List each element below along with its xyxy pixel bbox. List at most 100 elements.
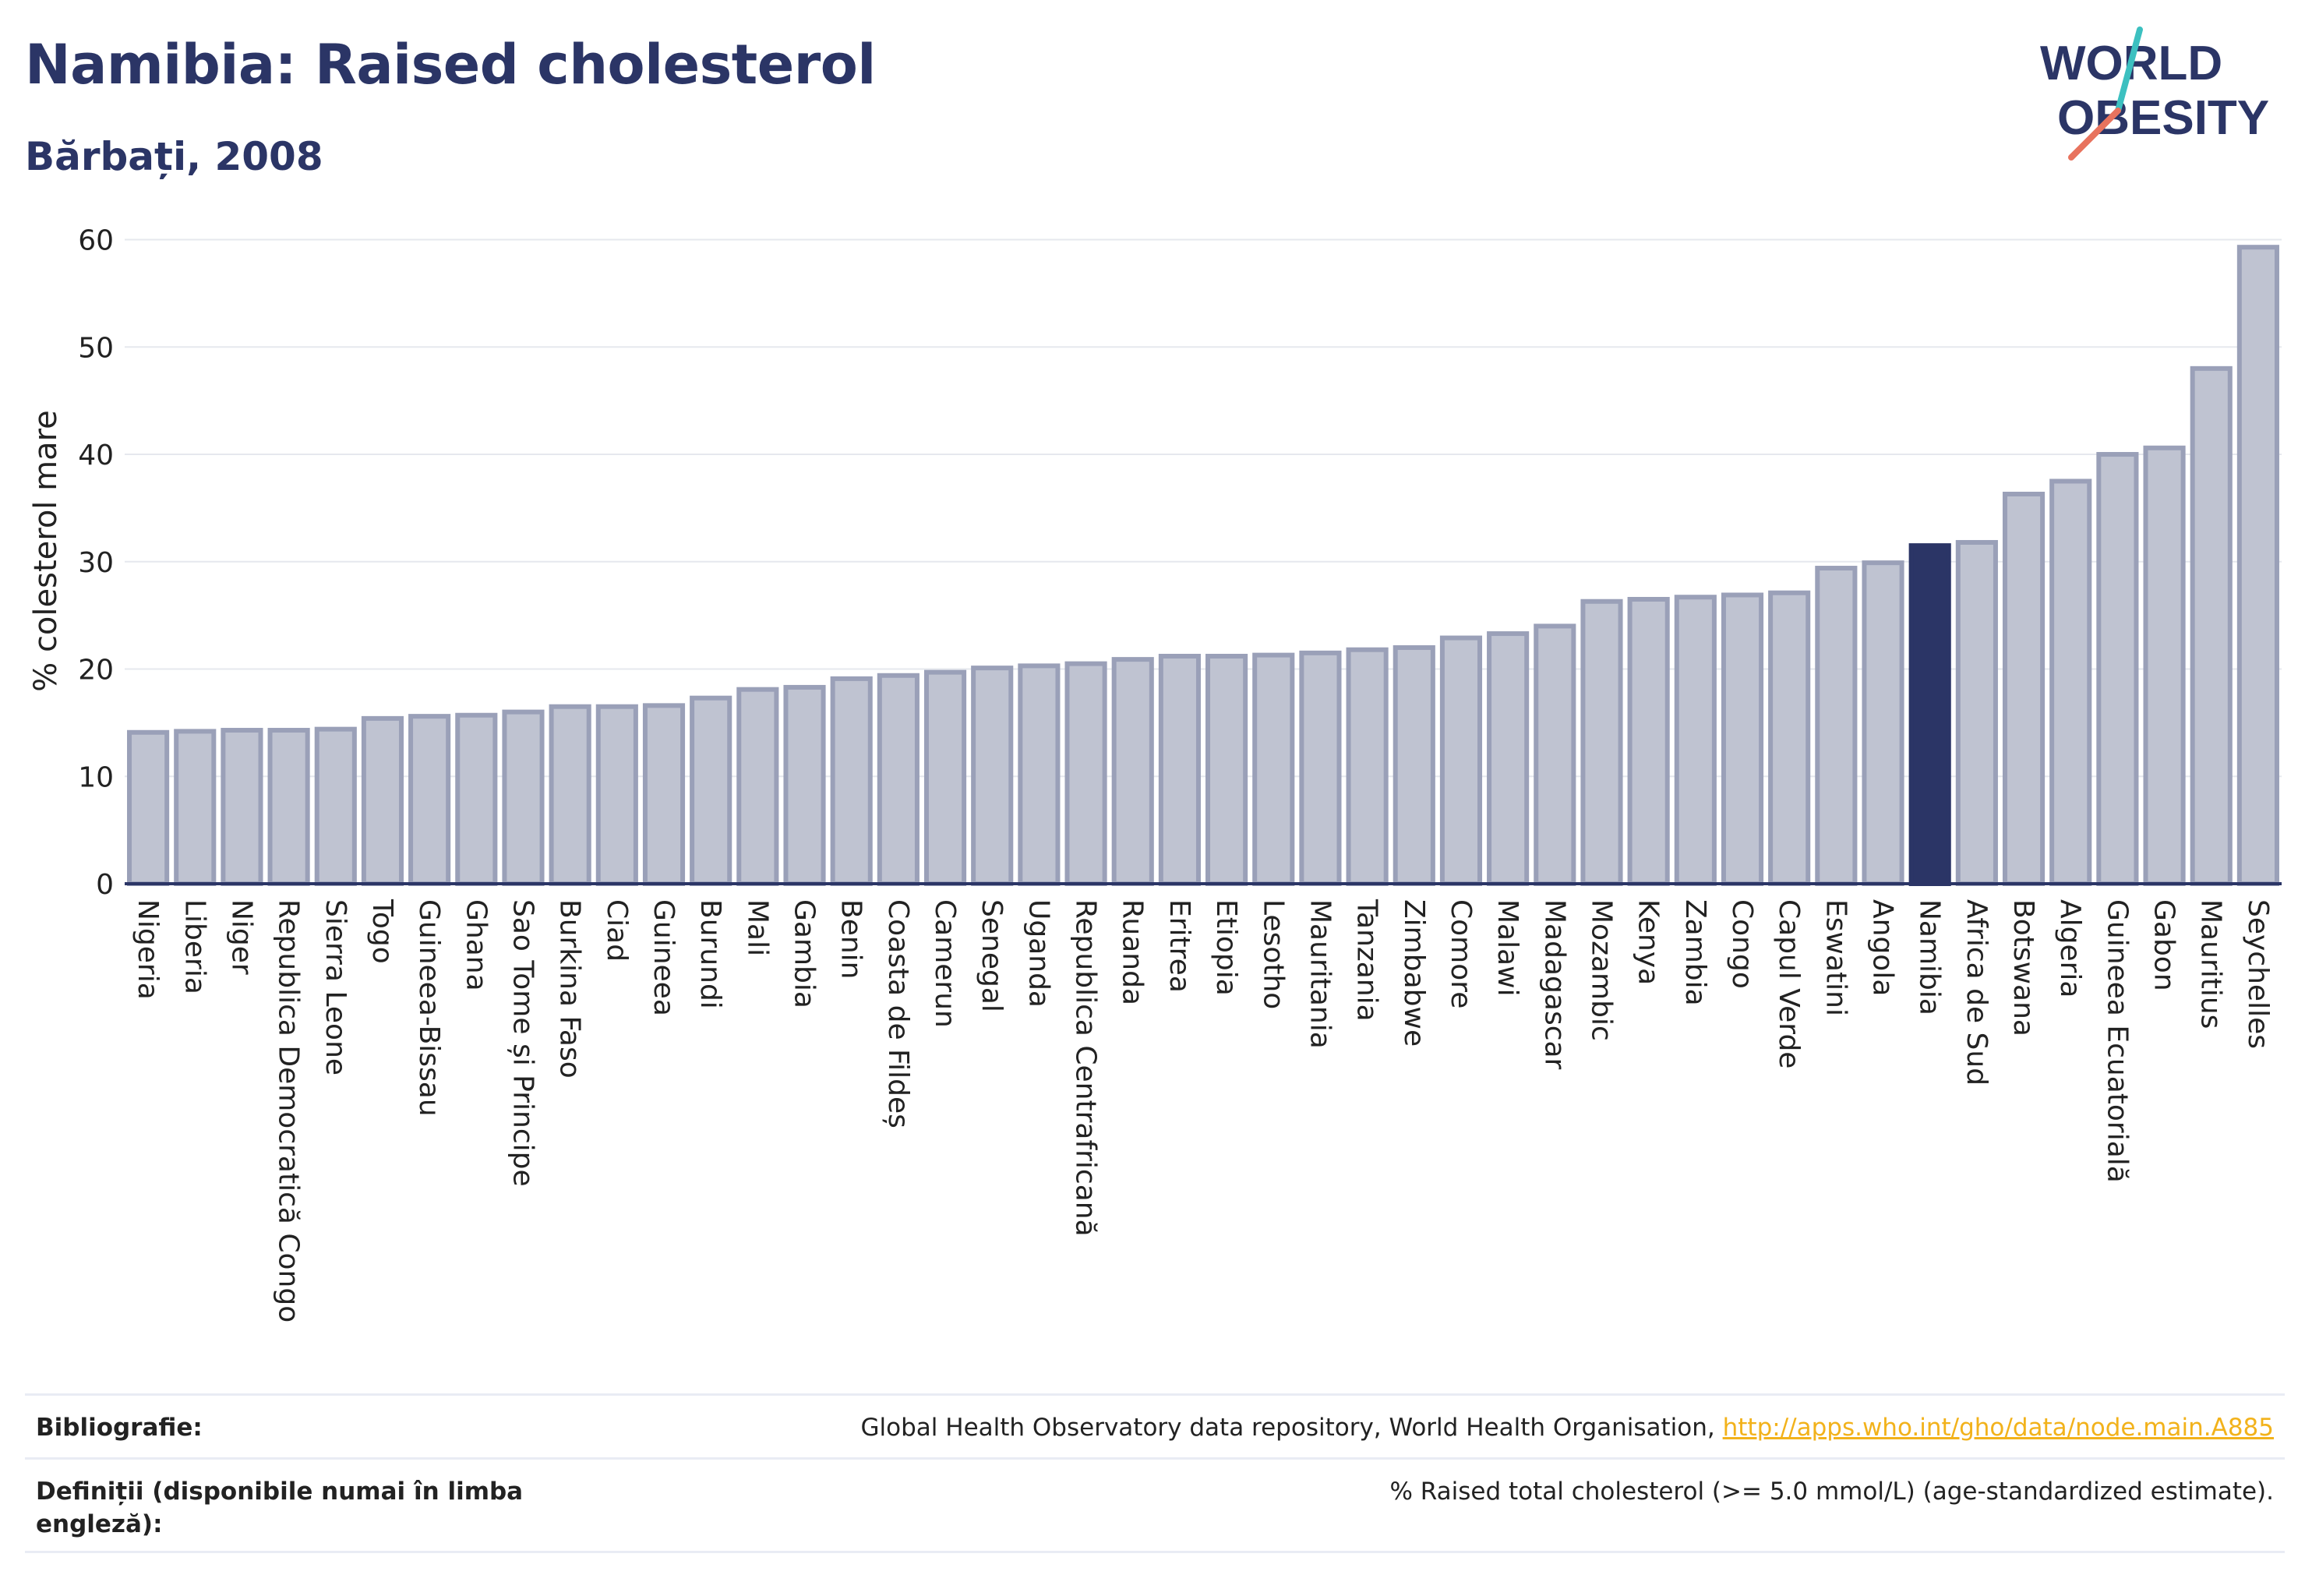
bar-ruanda <box>1111 657 1154 887</box>
bar-ciad <box>595 704 638 887</box>
x-tick-label: Republica Centrafricană <box>1070 899 1102 1237</box>
bar-republica-centrafrican- <box>1064 661 1107 886</box>
x-tick-label: Congo <box>1726 899 1758 989</box>
x-tick-label: Eswatini <box>1820 899 1851 1016</box>
x-tick-label: Senegal <box>976 899 1008 1012</box>
y-tick-label: 20 <box>78 655 114 687</box>
bar-congo <box>1721 592 1764 886</box>
bar-togo <box>361 715 404 887</box>
bar-seychelles <box>2236 245 2279 886</box>
bar-chart: 0 10 20 30 40 50 60 Nigeria Liberia Niger Republi… <box>28 225 2282 1322</box>
y-axis-ticks: 0 10 20 30 40 50 60 <box>78 225 114 901</box>
x-tick-label: Niger <box>225 899 257 975</box>
logo-slash-bottom <box>2068 108 2121 161</box>
bar-camerun <box>923 669 967 886</box>
x-tick-label: Guineea <box>648 899 679 1016</box>
bar-nigeria <box>127 729 170 886</box>
bar-eritrea <box>1158 653 1201 887</box>
definitions-row: Definiții (disponibile numai în limba en… <box>25 1457 2285 1553</box>
x-tick-label: Algeria <box>2054 899 2086 998</box>
y-tick-label: 30 <box>78 547 114 579</box>
x-tick-label: Togo <box>366 899 398 964</box>
bar-benin <box>830 676 873 886</box>
logo-slash-top <box>2115 26 2143 114</box>
bar-gambia <box>783 684 826 886</box>
bar-capul-verde <box>1768 590 1811 886</box>
x-tick-label: Mozambic <box>1585 899 1617 1041</box>
bar-guineea <box>642 703 686 886</box>
world-obesity-logo: WORLD OBESITY <box>2040 26 2269 161</box>
x-tick-label: Sao Tome și Principe <box>507 899 538 1187</box>
x-tick-label: Ciad <box>601 899 633 962</box>
bar-liberia <box>174 729 217 886</box>
x-tick-label: Zambia <box>1679 899 1711 1006</box>
y-tick-label: 0 <box>96 869 114 901</box>
x-axis-ticks: Nigeria Liberia Niger Republica Democratică… <box>132 899 2274 1322</box>
x-tick-label: Uganda <box>1022 899 1054 1008</box>
x-tick-label: Liberia <box>178 899 210 994</box>
x-tick-label: Botswana <box>2007 899 2039 1036</box>
bar-gabon <box>2143 445 2186 886</box>
x-tick-label: Benin <box>835 899 867 979</box>
bar-namibia <box>1908 543 1951 886</box>
x-tick-label: Sierra Leone <box>319 899 351 1075</box>
bar-angola <box>1862 560 1904 886</box>
x-tick-label: Gabon <box>2148 899 2180 991</box>
x-tick-label: Coasta de Fildeș <box>882 899 914 1128</box>
bar-sierra-leone <box>314 726 357 886</box>
bibliography-row: Bibliografie: Global Health Observatory … <box>25 1393 2285 1458</box>
bar-etiopia <box>1205 653 1248 887</box>
x-tick-label: Ruanda <box>1117 899 1149 1005</box>
x-tick-label: Angola <box>1867 899 1899 996</box>
x-tick-label: Ghana <box>460 899 492 991</box>
x-tick-label: Gambia <box>789 899 821 1008</box>
x-tick-label: Namibia <box>1914 899 1946 1015</box>
y-tick-label: 10 <box>78 761 114 793</box>
x-tick-label: Malawi <box>1491 899 1523 997</box>
bibliography-text: Global Health Observatory data repositor… <box>860 1414 1723 1442</box>
x-tick-label: Madagascar <box>1538 899 1570 1070</box>
bar-zimbabwe <box>1393 644 1435 886</box>
chart-title: Namibia: Raised cholesterol <box>25 33 876 97</box>
bar-senegal <box>971 666 1014 887</box>
bars <box>127 245 2279 887</box>
x-tick-label: Nigeria <box>132 899 164 1000</box>
definitions-value: % Raised total cholesterol (>= 5.0 mmol/… <box>1389 1478 2274 1506</box>
y-axis-label: % colesterol mare <box>28 410 64 692</box>
bar-lesotho <box>1252 652 1295 886</box>
bar-tanzania <box>1346 647 1389 886</box>
x-tick-label: Seychelles <box>2242 899 2274 1049</box>
bar-madagascar <box>1534 623 1576 887</box>
bar-burundi <box>690 695 732 887</box>
definitions-label: Definiții (disponibile numai în limba en… <box>36 1478 524 1538</box>
x-tick-label: Burkina Faso <box>554 899 586 1079</box>
x-tick-label: Guineea-Bissau <box>413 899 445 1117</box>
bar-niger <box>221 728 263 887</box>
bar-sao-tome-i-principe <box>502 709 545 887</box>
bar-ghana <box>455 712 498 887</box>
y-tick-label: 60 <box>78 225 114 257</box>
y-tick-label: 50 <box>78 332 114 364</box>
bar-republica-democratic-congo <box>267 728 310 887</box>
x-tick-label: Capul Verde <box>1773 899 1805 1068</box>
x-tick-label: Etiopia <box>1210 899 1242 996</box>
x-tick-label: Comore <box>1445 899 1477 1008</box>
bibliography-link[interactable]: http://apps.who.int/gho/data/node.main.A… <box>1722 1414 2274 1442</box>
bar-mali <box>736 687 779 886</box>
bar-coasta-de-filde- <box>877 673 920 886</box>
x-tick-label: Kenya <box>1633 899 1664 985</box>
x-tick-label: Africa de Sud <box>1961 899 1993 1086</box>
x-tick-label: Camerun <box>929 899 961 1028</box>
bar-malawi <box>1487 631 1530 886</box>
x-tick-label: Burundi <box>694 899 726 1009</box>
chart-subtitle: Bărbați, 2008 <box>25 134 323 179</box>
bibliography-label: Bibliografie: <box>36 1414 203 1442</box>
x-tick-label: Tanzania <box>1351 899 1383 1022</box>
bar-kenya <box>1627 596 1670 887</box>
bar-guineea-ecuatorial- <box>2096 452 2139 886</box>
bar-zambia <box>1674 595 1717 886</box>
x-tick-label: Lesotho <box>1257 899 1289 1009</box>
bar-burkina-faso <box>549 704 591 887</box>
footer-bottom-rule <box>25 1551 2285 1554</box>
bar-mauritania <box>1299 650 1342 887</box>
